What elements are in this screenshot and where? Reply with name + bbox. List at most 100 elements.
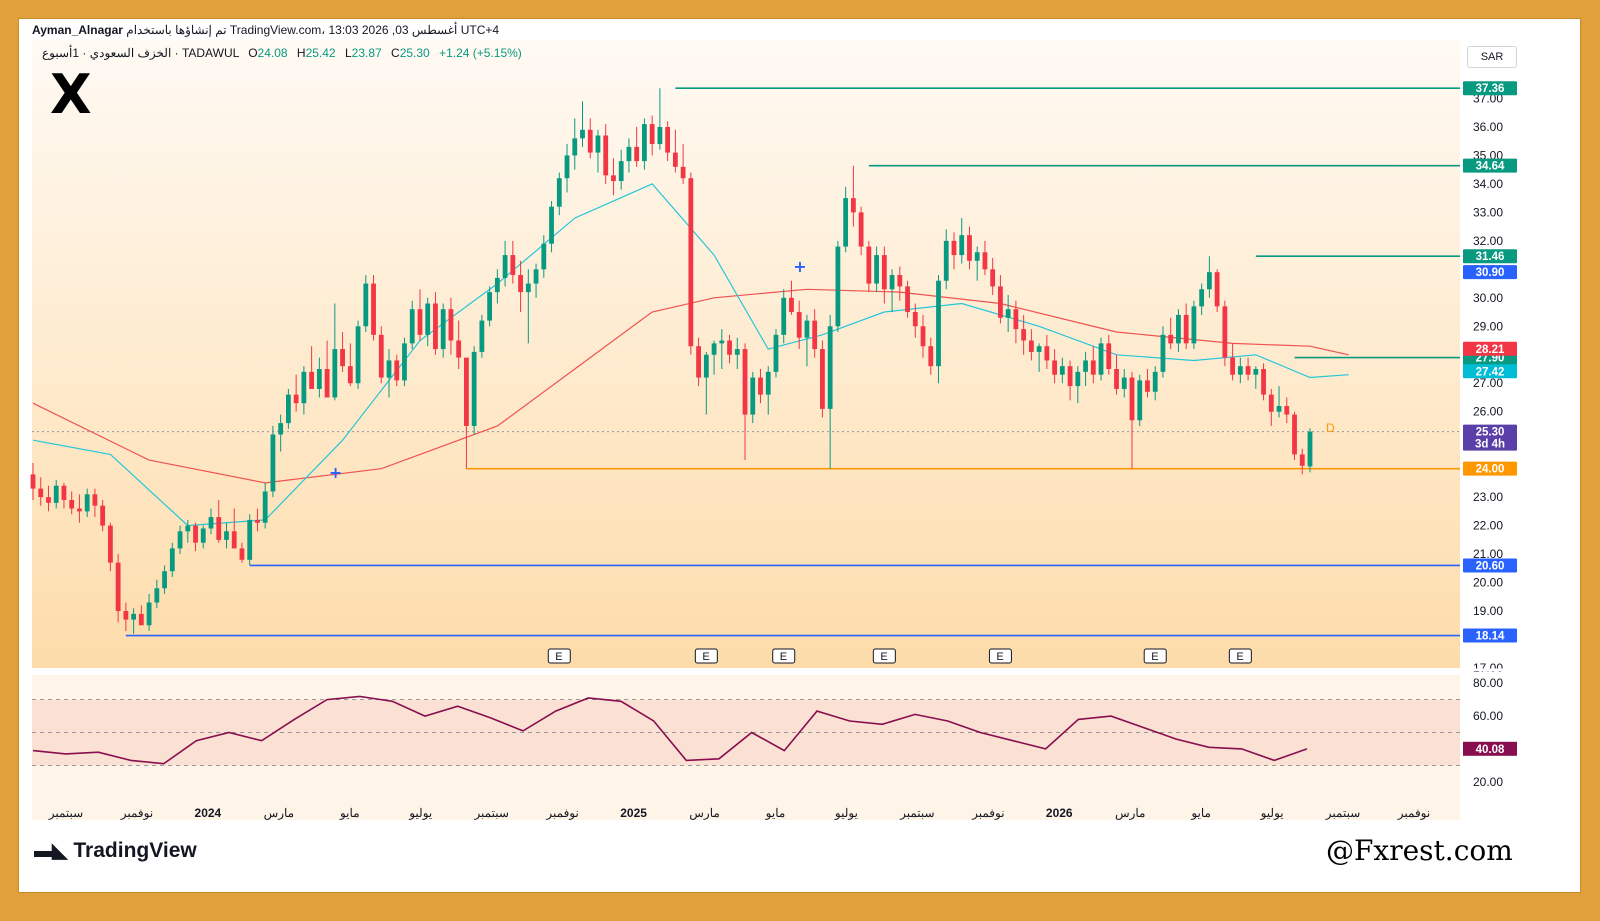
candle-body — [479, 320, 485, 352]
candle-body — [611, 175, 616, 182]
level-badge-18.14: 18.14 — [1476, 631, 1505, 643]
time-axis-label: يوليو — [834, 806, 858, 820]
price-axis-tick: 30.00 — [1473, 291, 1503, 305]
open-value: 24.08 — [257, 46, 288, 60]
candle-body — [905, 286, 910, 313]
candle-body — [286, 394, 291, 424]
level-badge-37.36-bg — [1463, 81, 1517, 96]
earnings-marker-label: E — [780, 651, 787, 663]
earnings-marker — [1143, 648, 1167, 664]
candle-body — [920, 326, 926, 347]
candle-body — [448, 309, 454, 341]
earnings-marker-label: E — [996, 651, 1003, 663]
candle-body — [417, 309, 423, 335]
candle-body — [1005, 309, 1011, 318]
candle-body — [789, 297, 794, 313]
candle-body — [533, 269, 539, 284]
time-axis-label: مارس — [689, 806, 720, 820]
candle-body — [804, 320, 810, 338]
level-badge-31.46: 31.46 — [1476, 251, 1505, 263]
candle-body — [951, 240, 957, 256]
candle-body — [464, 357, 469, 426]
candle-body — [386, 360, 392, 378]
candle-body — [185, 525, 191, 532]
symbol-legend[interactable]: الخزف السعودي · 1أسبوع · TADAWUL O24.08 … — [42, 46, 522, 60]
level-badge-31.46-bg — [1463, 249, 1517, 264]
candle-body — [301, 371, 307, 404]
price-axis-tick: 21.00 — [1473, 547, 1503, 561]
candle-body — [858, 212, 864, 247]
candle-body — [239, 548, 245, 560]
time-axis-label: يوليو — [1260, 806, 1284, 820]
time-axis-label: نوفمبر — [971, 806, 1004, 820]
tv-brand-text: TradingView — [73, 839, 197, 862]
earnings-marker — [547, 648, 571, 664]
tradingview-logo[interactable]: ▬◣ TradingView — [34, 838, 197, 863]
symbol-name: الخزف السعودي · 1أسبوع · TADAWUL — [42, 46, 239, 60]
price-axis-tick: 17.00 — [1473, 661, 1503, 675]
currency-button[interactable]: SAR — [1467, 46, 1517, 68]
fast-moving-average-line — [32, 183, 1349, 527]
price-badge-27.42: 27.42 — [1476, 366, 1505, 378]
candle-body — [595, 135, 601, 153]
low-value: 23.87 — [351, 46, 382, 60]
level-badge-24.00: 24.00 — [1476, 464, 1505, 476]
candle-body — [1183, 314, 1189, 344]
rsi-line — [32, 695, 1308, 765]
candle-body — [959, 235, 965, 256]
candle-body — [1168, 334, 1174, 344]
candle-body — [541, 243, 547, 270]
price-axis-tick: 23.00 — [1473, 490, 1503, 504]
rsi-badge: 40.08 — [1476, 744, 1505, 756]
candle-body — [146, 602, 152, 626]
price-badge-30.90-bg — [1463, 265, 1517, 280]
candle-body — [340, 349, 345, 367]
candle-body — [696, 346, 701, 378]
candle-body — [773, 334, 779, 372]
candle-body — [216, 517, 222, 540]
candle-body — [1199, 289, 1205, 307]
price-badge-28.21: 28.21 — [1476, 344, 1505, 356]
watermark: @Fxrest.com — [1326, 834, 1513, 867]
candle-body — [711, 343, 717, 355]
candle-body — [1083, 360, 1088, 372]
candle-body — [107, 525, 113, 563]
price-badge-28.21-bg — [1463, 341, 1517, 356]
candle-body — [998, 286, 1003, 318]
candle-body — [781, 297, 787, 335]
candle-body — [1114, 369, 1119, 389]
candle-body — [688, 178, 694, 347]
candle-body — [394, 360, 400, 381]
candle-body — [131, 613, 137, 620]
candle-body — [912, 312, 918, 327]
earnings-marker — [772, 648, 796, 664]
candle-body — [169, 548, 175, 572]
candle-body — [347, 366, 353, 384]
last-price-badge-bg — [1463, 424, 1517, 451]
time-axis-label: مايو — [765, 806, 786, 820]
candle-body — [200, 528, 206, 543]
candle-body — [309, 371, 315, 389]
price-axis-tick: 22.00 — [1473, 519, 1503, 533]
time-axis-label: مايو — [339, 806, 360, 820]
price-badge-27.42-bg — [1463, 364, 1517, 379]
time-axis-label: 2024 — [195, 806, 222, 820]
candle-body — [657, 126, 663, 145]
candle-body — [487, 292, 493, 321]
candle-body — [881, 255, 887, 290]
earnings-marker — [988, 648, 1012, 664]
candle-body — [1307, 431, 1313, 467]
candle-body — [1206, 272, 1212, 290]
earnings-marker-label: E — [702, 651, 709, 663]
candle-body — [1059, 366, 1065, 375]
earnings-marker — [1228, 648, 1252, 664]
candle-body — [1245, 366, 1251, 375]
candle-body — [1261, 369, 1266, 395]
candle-body — [897, 275, 903, 287]
candle-body — [618, 161, 624, 182]
candle-body — [270, 434, 276, 492]
candle-body — [30, 474, 36, 489]
price-axis-tick: 33.00 — [1473, 205, 1503, 219]
close-value: 25.30 — [399, 46, 430, 60]
